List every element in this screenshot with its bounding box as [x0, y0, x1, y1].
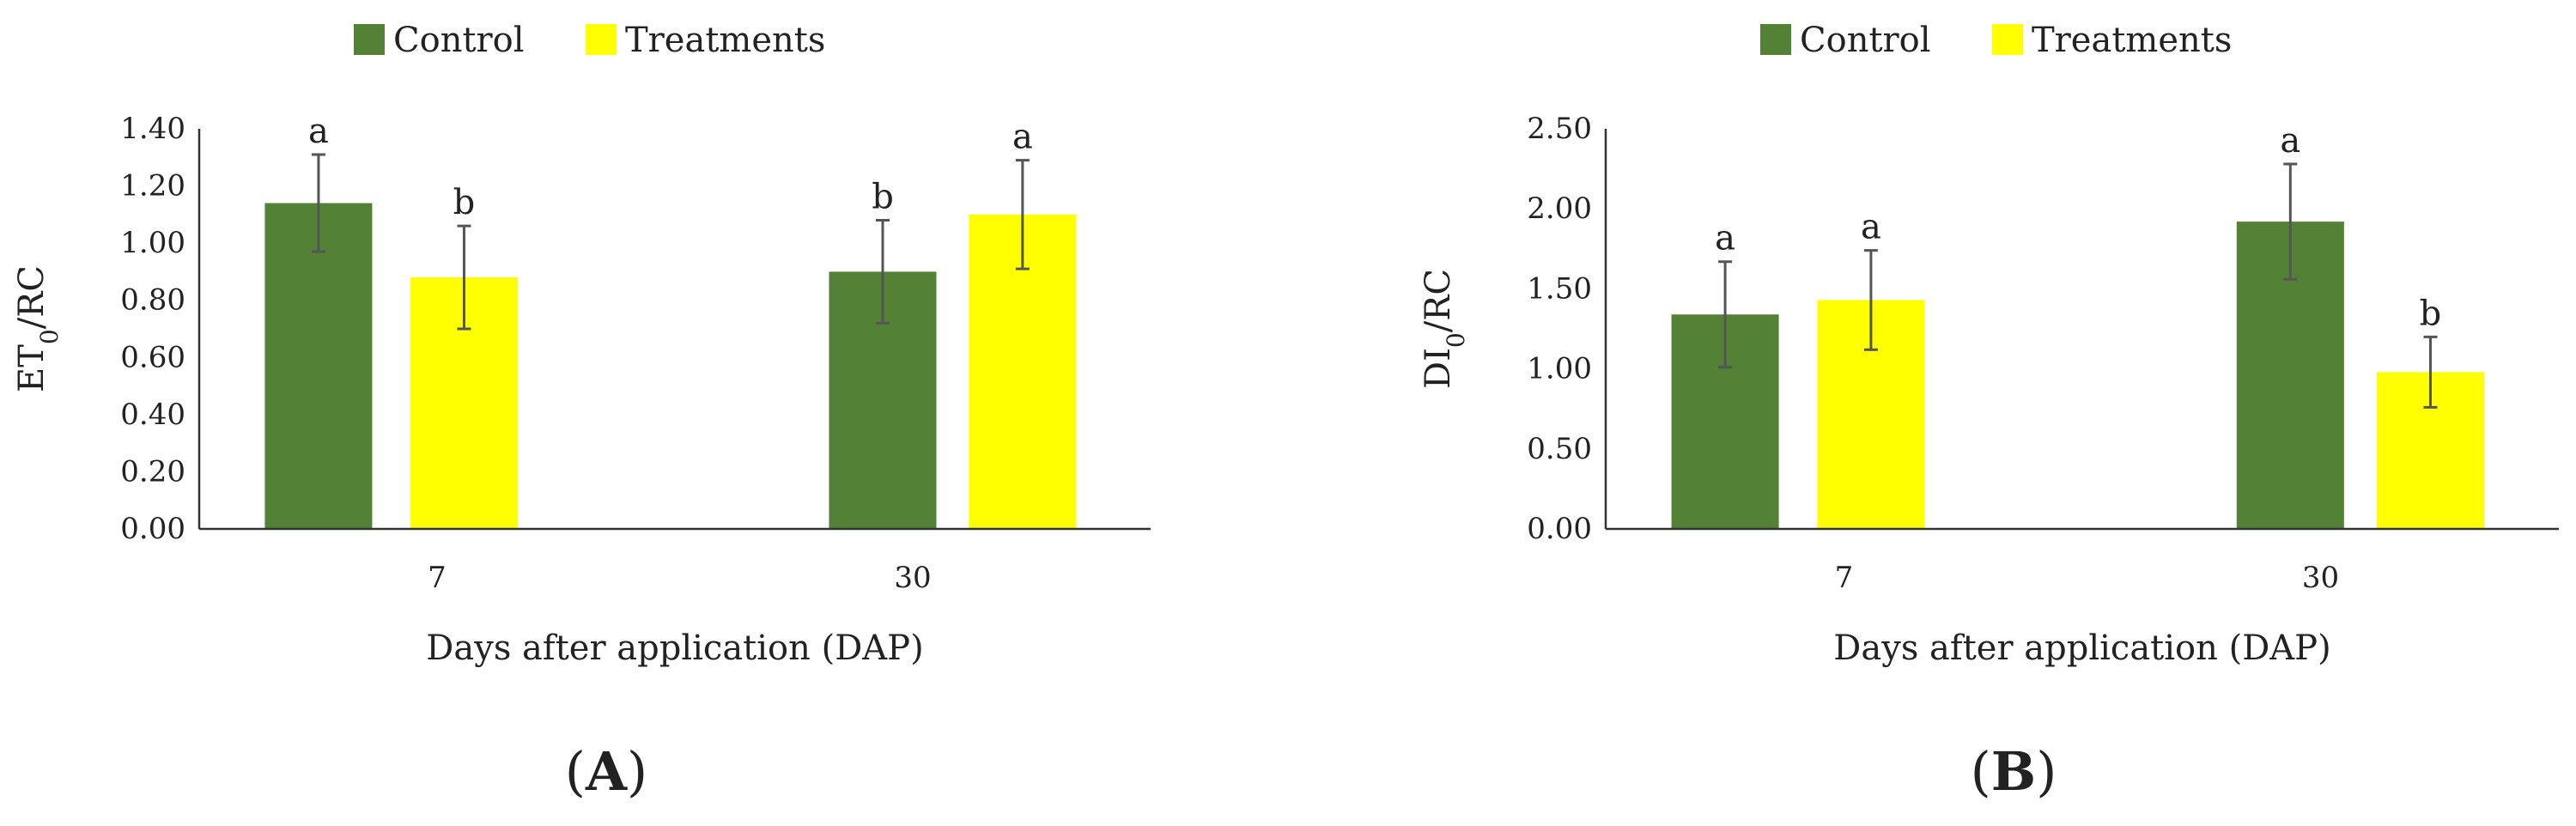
y-tick-label: 0.00	[120, 512, 185, 546]
x-axis-label: Days after application (DAP)	[1833, 629, 2330, 668]
x-tick-label: 30	[894, 561, 931, 595]
significance-letter: a	[1012, 118, 1033, 157]
y-axis-label: ET0/RC	[12, 265, 64, 392]
y-tick-label: 0.80	[120, 283, 185, 318]
y-tick-label: 1.20	[120, 169, 185, 203]
significance-letter: a	[1861, 208, 1881, 247]
legend: Control Treatments	[1760, 21, 2232, 60]
significance-letter: b	[453, 183, 476, 222]
panel-label: (A)	[565, 740, 648, 803]
y-tick-label: 1.00	[120, 226, 185, 260]
legend-label-treatments: Treatments	[625, 21, 825, 60]
significance-letter: b	[2420, 294, 2442, 333]
significance-letter: a	[308, 112, 329, 151]
chart-panel-b: Control Treatments 0.00 0.50 1.00 1.50 2.00 2.5…	[1419, 21, 2559, 803]
legend-swatch-treatments	[1992, 24, 2023, 55]
legend-swatch-control	[1760, 24, 1791, 55]
legend-swatch-control	[354, 24, 385, 55]
legend-label-control: Control	[393, 21, 525, 60]
legend: Control Treatments	[354, 21, 825, 60]
bar-control-7	[264, 203, 373, 530]
y-tick-label: 2.50	[1527, 112, 1592, 146]
y-tick-label: 1.40	[120, 112, 185, 146]
x-tick-label: 7	[428, 561, 447, 595]
panel-label: (B)	[1971, 740, 2057, 803]
legend-label-control: Control	[1800, 21, 1931, 60]
chart-panel-a: Control Treatments 0.00 0.20 0.40 0.60 0.80 1.0…	[12, 21, 1151, 803]
significance-letter: a	[2280, 121, 2300, 161]
x-tick-label: 7	[1835, 561, 1854, 595]
y-tick-label: 0.60	[120, 340, 185, 374]
y-tick-label: 2.00	[1527, 191, 1592, 226]
y-axis-label: DI0/RC	[1419, 269, 1470, 389]
y-tick-label: 1.50	[1527, 271, 1592, 306]
y-tick-label: 0.20	[120, 454, 185, 489]
x-axis-label: Days after application (DAP)	[426, 629, 923, 668]
legend-label-treatments: Treatments	[2032, 21, 2232, 60]
y-tick-label: 0.00	[1527, 512, 1592, 546]
y-tick-label: 0.40	[120, 398, 185, 432]
x-tick-label: 30	[2302, 561, 2339, 595]
legend-swatch-treatments	[586, 24, 617, 55]
y-tick-label: 1.00	[1527, 352, 1592, 386]
significance-letter: a	[1715, 219, 1735, 258]
significance-letter: b	[872, 178, 894, 217]
y-tick-label: 0.50	[1527, 432, 1592, 466]
